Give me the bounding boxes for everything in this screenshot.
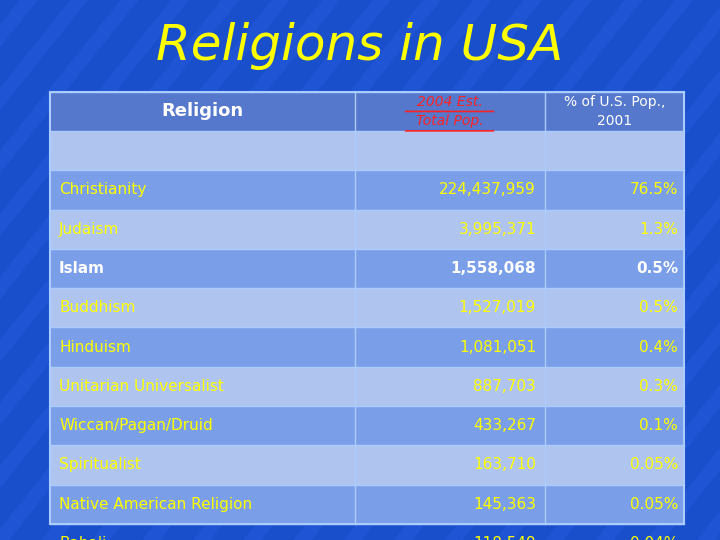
Text: Christianity: Christianity — [59, 183, 146, 198]
Text: 0.04%: 0.04% — [630, 536, 678, 540]
FancyBboxPatch shape — [50, 92, 684, 131]
Text: Islam: Islam — [59, 261, 105, 276]
FancyBboxPatch shape — [50, 327, 684, 367]
FancyBboxPatch shape — [50, 446, 684, 484]
Text: Total Pop.: Total Pop. — [416, 114, 483, 128]
FancyBboxPatch shape — [50, 170, 684, 210]
Text: 0.05%: 0.05% — [630, 457, 678, 472]
Text: 145,363: 145,363 — [473, 497, 536, 512]
Text: Hinduism: Hinduism — [59, 340, 131, 355]
Text: Religion: Religion — [161, 103, 243, 120]
Text: 3,995,371: 3,995,371 — [459, 222, 536, 237]
Text: Buddhism: Buddhism — [59, 300, 135, 315]
FancyBboxPatch shape — [50, 210, 684, 249]
FancyBboxPatch shape — [50, 406, 684, 445]
Text: 1,081,051: 1,081,051 — [459, 340, 536, 355]
Text: 1,527,019: 1,527,019 — [459, 300, 536, 315]
Text: 0.1%: 0.1% — [639, 418, 678, 433]
Text: Judaism: Judaism — [59, 222, 120, 237]
FancyBboxPatch shape — [50, 131, 684, 170]
Text: Baha'i: Baha'i — [59, 536, 107, 540]
FancyBboxPatch shape — [50, 288, 684, 327]
Text: 2004 Est.: 2004 Est. — [417, 94, 482, 109]
Text: 118,549: 118,549 — [473, 536, 536, 540]
Text: Unitarian Universalist: Unitarian Universalist — [59, 379, 224, 394]
FancyBboxPatch shape — [50, 484, 684, 524]
Text: Religions in USA: Religions in USA — [156, 22, 564, 70]
Text: 224,437,959: 224,437,959 — [439, 183, 536, 198]
Text: 0.3%: 0.3% — [639, 379, 678, 394]
Text: 887,703: 887,703 — [473, 379, 536, 394]
Text: 0.5%: 0.5% — [636, 261, 678, 276]
FancyBboxPatch shape — [50, 249, 684, 288]
Text: 1,558,068: 1,558,068 — [450, 261, 536, 276]
Text: Spiritualist: Spiritualist — [59, 457, 141, 472]
Text: Wiccan/Pagan/Druid: Wiccan/Pagan/Druid — [59, 418, 213, 433]
Text: 0.05%: 0.05% — [630, 497, 678, 512]
Text: 76.5%: 76.5% — [630, 183, 678, 198]
Text: Native American Religion: Native American Religion — [59, 497, 252, 512]
Text: 433,267: 433,267 — [473, 418, 536, 433]
Text: % of U.S. Pop.,
2001: % of U.S. Pop., 2001 — [564, 95, 665, 127]
Text: 0.5%: 0.5% — [639, 300, 678, 315]
FancyBboxPatch shape — [50, 367, 684, 406]
Text: 1.3%: 1.3% — [639, 222, 678, 237]
Text: 0.4%: 0.4% — [639, 340, 678, 355]
Text: 163,710: 163,710 — [473, 457, 536, 472]
